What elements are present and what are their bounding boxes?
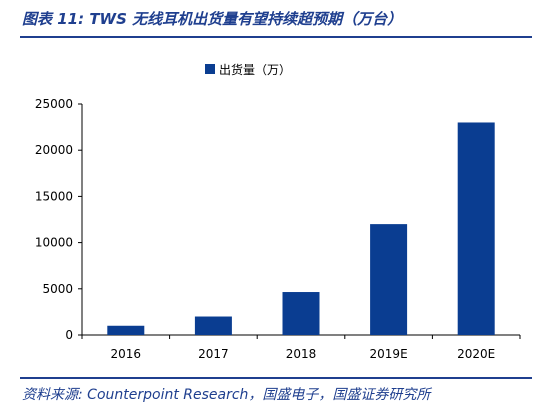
x-tick-label: 2018 <box>286 347 317 361</box>
bar-2020E <box>457 122 495 335</box>
x-tick-label: 2017 <box>198 347 229 361</box>
bar-2018 <box>282 292 320 335</box>
x-tick-label: 2019E <box>370 347 408 361</box>
y-tick-label: 0 <box>65 328 73 342</box>
y-tick-label: 25000 <box>35 97 73 111</box>
bar-2017 <box>194 316 232 335</box>
chart-legend: 出货量（万） <box>205 62 291 77</box>
y-tick-label: 10000 <box>35 236 73 250</box>
x-tick-label: 2020E <box>457 347 495 361</box>
figure-title: 图表 11: TWS 无线耳机出货量有望持续超预期（万台） <box>22 10 403 28</box>
legend-swatch <box>205 64 215 74</box>
y-tick-label: 20000 <box>35 143 73 157</box>
bar-2019E <box>370 224 408 335</box>
bar-2016 <box>107 325 145 335</box>
title-rule <box>20 36 532 38</box>
source-rule <box>20 377 532 379</box>
bar-series <box>107 122 495 335</box>
y-axis: 0 5000 10000 15000 20000 25000 <box>35 97 83 342</box>
x-axis: 2016 2017 2018 2019E 2020E <box>81 334 521 361</box>
source-note: 资料来源: Counterpoint Research，国盛电子，国盛证券研究所 <box>22 387 431 403</box>
legend-label: 出货量（万） <box>219 62 291 77</box>
y-tick-label: 15000 <box>35 189 73 203</box>
y-tick-label: 5000 <box>42 282 73 296</box>
x-tick-label: 2016 <box>111 347 142 361</box>
